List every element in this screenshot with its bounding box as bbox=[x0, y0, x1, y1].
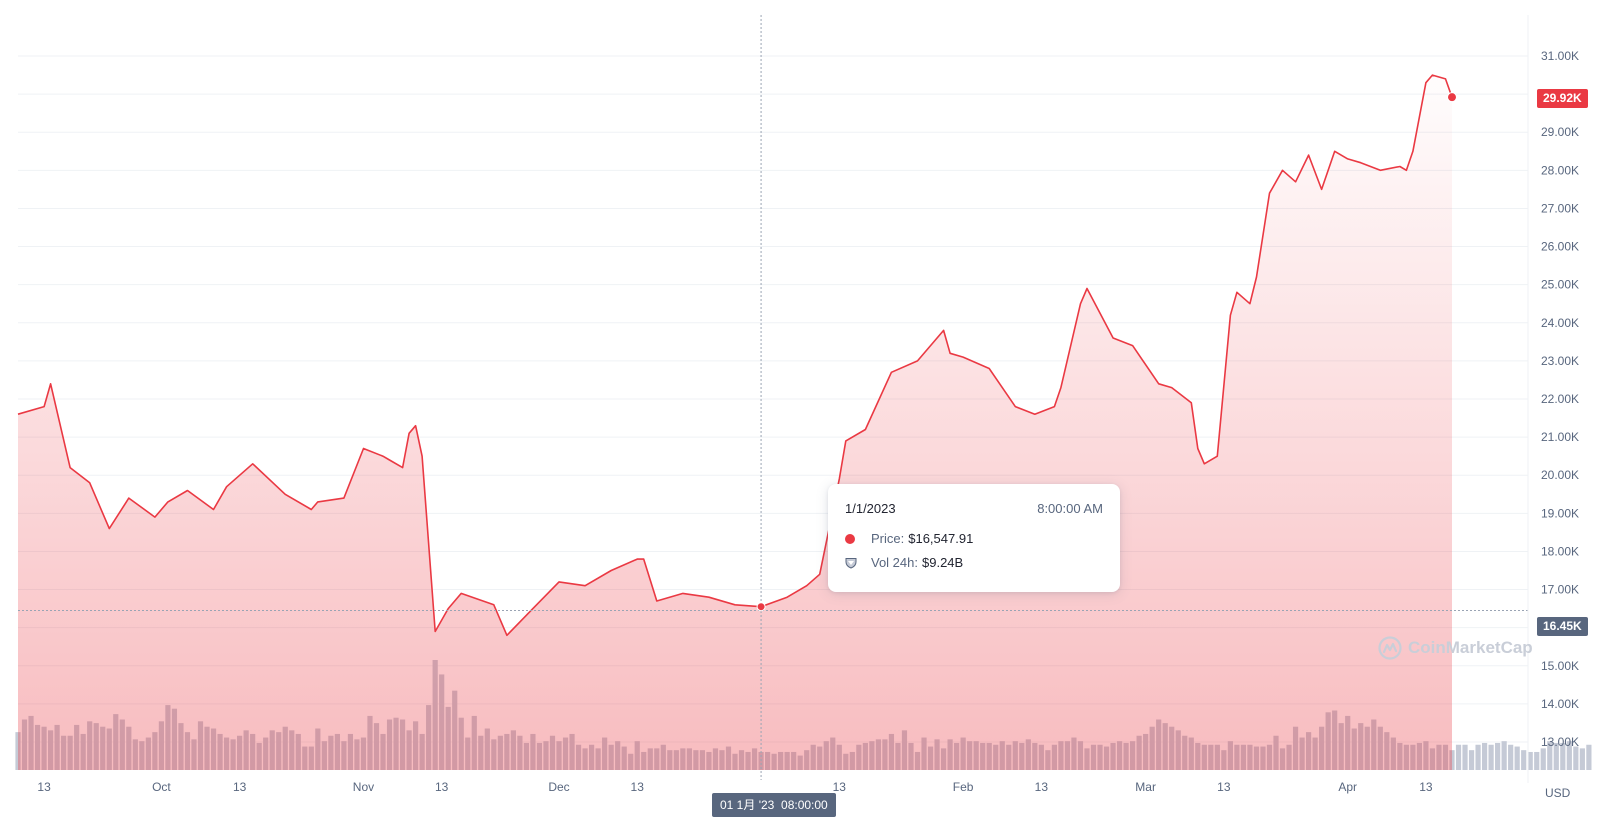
y-tick-label: 23.00K bbox=[1541, 354, 1579, 368]
volume-bar bbox=[1534, 751, 1540, 770]
volume-bar bbox=[1540, 748, 1546, 770]
coinmarketcap-watermark: CoinMarketCap bbox=[1378, 636, 1533, 660]
y-tick-label: 25.00K bbox=[1541, 278, 1579, 292]
crosshair-date-day: 01 1月 '23 bbox=[720, 798, 775, 812]
x-tick-label: Oct bbox=[152, 780, 171, 794]
volume-bar bbox=[1514, 746, 1520, 770]
tooltip-date: 1/1/2023 bbox=[845, 501, 896, 516]
tooltip-time: 8:00:00 AM bbox=[1037, 501, 1103, 516]
y-tick-label: 29.00K bbox=[1541, 125, 1579, 139]
y-tick-label: 19.00K bbox=[1541, 506, 1579, 520]
volume-bar bbox=[1481, 742, 1488, 770]
y-tick-label: 22.00K bbox=[1541, 392, 1579, 406]
y-tick-label: 31.00K bbox=[1541, 49, 1579, 63]
x-axis-labels: 13 Oct 13 Nov 13 Dec 13 13 Feb 13 Mar 13 Apr 13 bbox=[37, 780, 1433, 794]
last-price-point bbox=[1447, 92, 1457, 103]
x-tick-label: Apr bbox=[1338, 780, 1357, 794]
x-tick-label: Nov bbox=[353, 780, 374, 794]
y-tick-label: 18.00K bbox=[1541, 544, 1579, 558]
x-tick-label: 13 bbox=[233, 780, 247, 794]
x-tick-label: 13 bbox=[833, 780, 847, 794]
crosshair-date-tag: 01 1月 '23 08:00:00 bbox=[712, 793, 836, 817]
watermark-text: CoinMarketCap bbox=[1408, 638, 1533, 657]
y-tick-label: 20.00K bbox=[1541, 468, 1579, 482]
volume-bar bbox=[1553, 742, 1559, 770]
x-tick-label: 13 bbox=[1419, 780, 1433, 794]
volume-bar bbox=[1573, 746, 1579, 770]
volume-shield-icon bbox=[845, 557, 857, 569]
volume-bar bbox=[1508, 744, 1514, 770]
volume-bar bbox=[1495, 742, 1501, 770]
y-axis-labels: 13.00K14.00K15.00K16.00K17.00K18.00K19.0… bbox=[1541, 49, 1579, 749]
x-tick-label: Dec bbox=[548, 780, 569, 794]
y-tick-label: 28.00K bbox=[1541, 163, 1579, 177]
volume-bar bbox=[1488, 744, 1494, 770]
tooltip-volume-label: Vol 24h: bbox=[871, 555, 918, 570]
y-tick-label: 21.00K bbox=[1541, 430, 1579, 444]
tooltip-volume-row: Vol 24h: $9.24B bbox=[845, 555, 963, 570]
tooltip-volume-value: $9.24B bbox=[922, 555, 964, 570]
price-tooltip: 1/1/2023 8:00:00 AM Price: $16,547.91 Vo… bbox=[828, 484, 1120, 592]
volume-bar bbox=[1547, 741, 1553, 770]
y-tick-label: 27.00K bbox=[1541, 201, 1579, 215]
y-tick-label: 14.00K bbox=[1541, 697, 1579, 711]
y-tick-label: 13.00K bbox=[1541, 735, 1579, 749]
coinmarketcap-logo-icon bbox=[1378, 636, 1402, 660]
y-tick-label: 24.00K bbox=[1541, 316, 1579, 330]
x-tick-label: Mar bbox=[1135, 780, 1156, 794]
y-tick-label: 26.00K bbox=[1541, 240, 1579, 254]
volume-bar bbox=[1468, 750, 1475, 770]
x-tick-label: 13 bbox=[435, 780, 449, 794]
volume-bar bbox=[1475, 744, 1481, 770]
currency-label: USD bbox=[1545, 786, 1571, 800]
volume-bar bbox=[1560, 742, 1566, 770]
y-tick-label: 15.00K bbox=[1541, 659, 1579, 673]
tooltip-price-row: Price: $16,547.91 bbox=[845, 531, 973, 546]
x-tick-label: 13 bbox=[1217, 780, 1231, 794]
last-price-tag: 29.92K bbox=[1537, 89, 1588, 108]
x-tick-label: 13 bbox=[631, 780, 645, 794]
volume-bar bbox=[1455, 744, 1462, 770]
volume-bar bbox=[1566, 741, 1572, 770]
crosshair-price-tag: 16.45K bbox=[1537, 617, 1588, 636]
volume-bar bbox=[1462, 744, 1468, 770]
price-area-fill bbox=[18, 75, 1452, 771]
crosshair-date-time: 08:00:00 bbox=[781, 798, 828, 812]
volume-bar bbox=[1586, 744, 1592, 770]
x-tick-label: 13 bbox=[1035, 780, 1049, 794]
x-tick-label: Feb bbox=[953, 780, 974, 794]
price-dot-icon bbox=[845, 533, 855, 544]
volume-bar bbox=[1579, 748, 1585, 770]
volume-bar bbox=[1527, 751, 1533, 770]
tooltip-price-value: $16,547.91 bbox=[908, 531, 974, 546]
y-tick-label: 17.00K bbox=[1541, 583, 1579, 597]
volume-bar bbox=[1521, 750, 1527, 770]
volume-bar bbox=[1501, 741, 1507, 770]
tooltip-price-label: Price: bbox=[871, 531, 905, 546]
x-tick-label: 13 bbox=[37, 780, 51, 794]
crosshair-point bbox=[756, 602, 766, 612]
